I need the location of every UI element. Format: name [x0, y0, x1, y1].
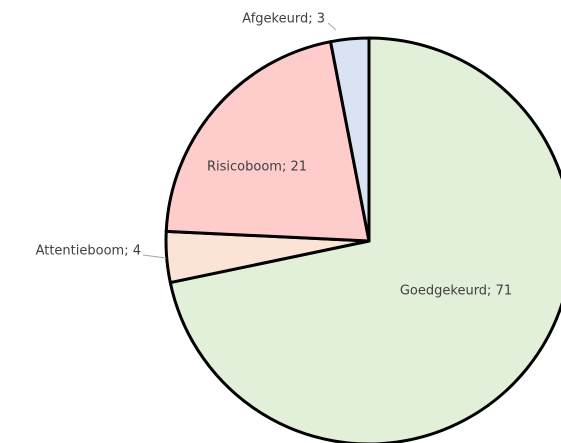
data-label: Attentieboom; 4 [36, 244, 141, 259]
pie-slice [164, 40, 371, 243]
pie-slice [329, 36, 371, 243]
data-label: Risicoboom; 21 [207, 160, 307, 175]
data-label: Afgekeurd; 3 [242, 12, 325, 27]
data-label: Goedgekeurd; 71 [400, 284, 512, 299]
leader-line [327, 22, 337, 31]
leader-line [142, 254, 167, 259]
pie-slice [168, 36, 561, 443]
